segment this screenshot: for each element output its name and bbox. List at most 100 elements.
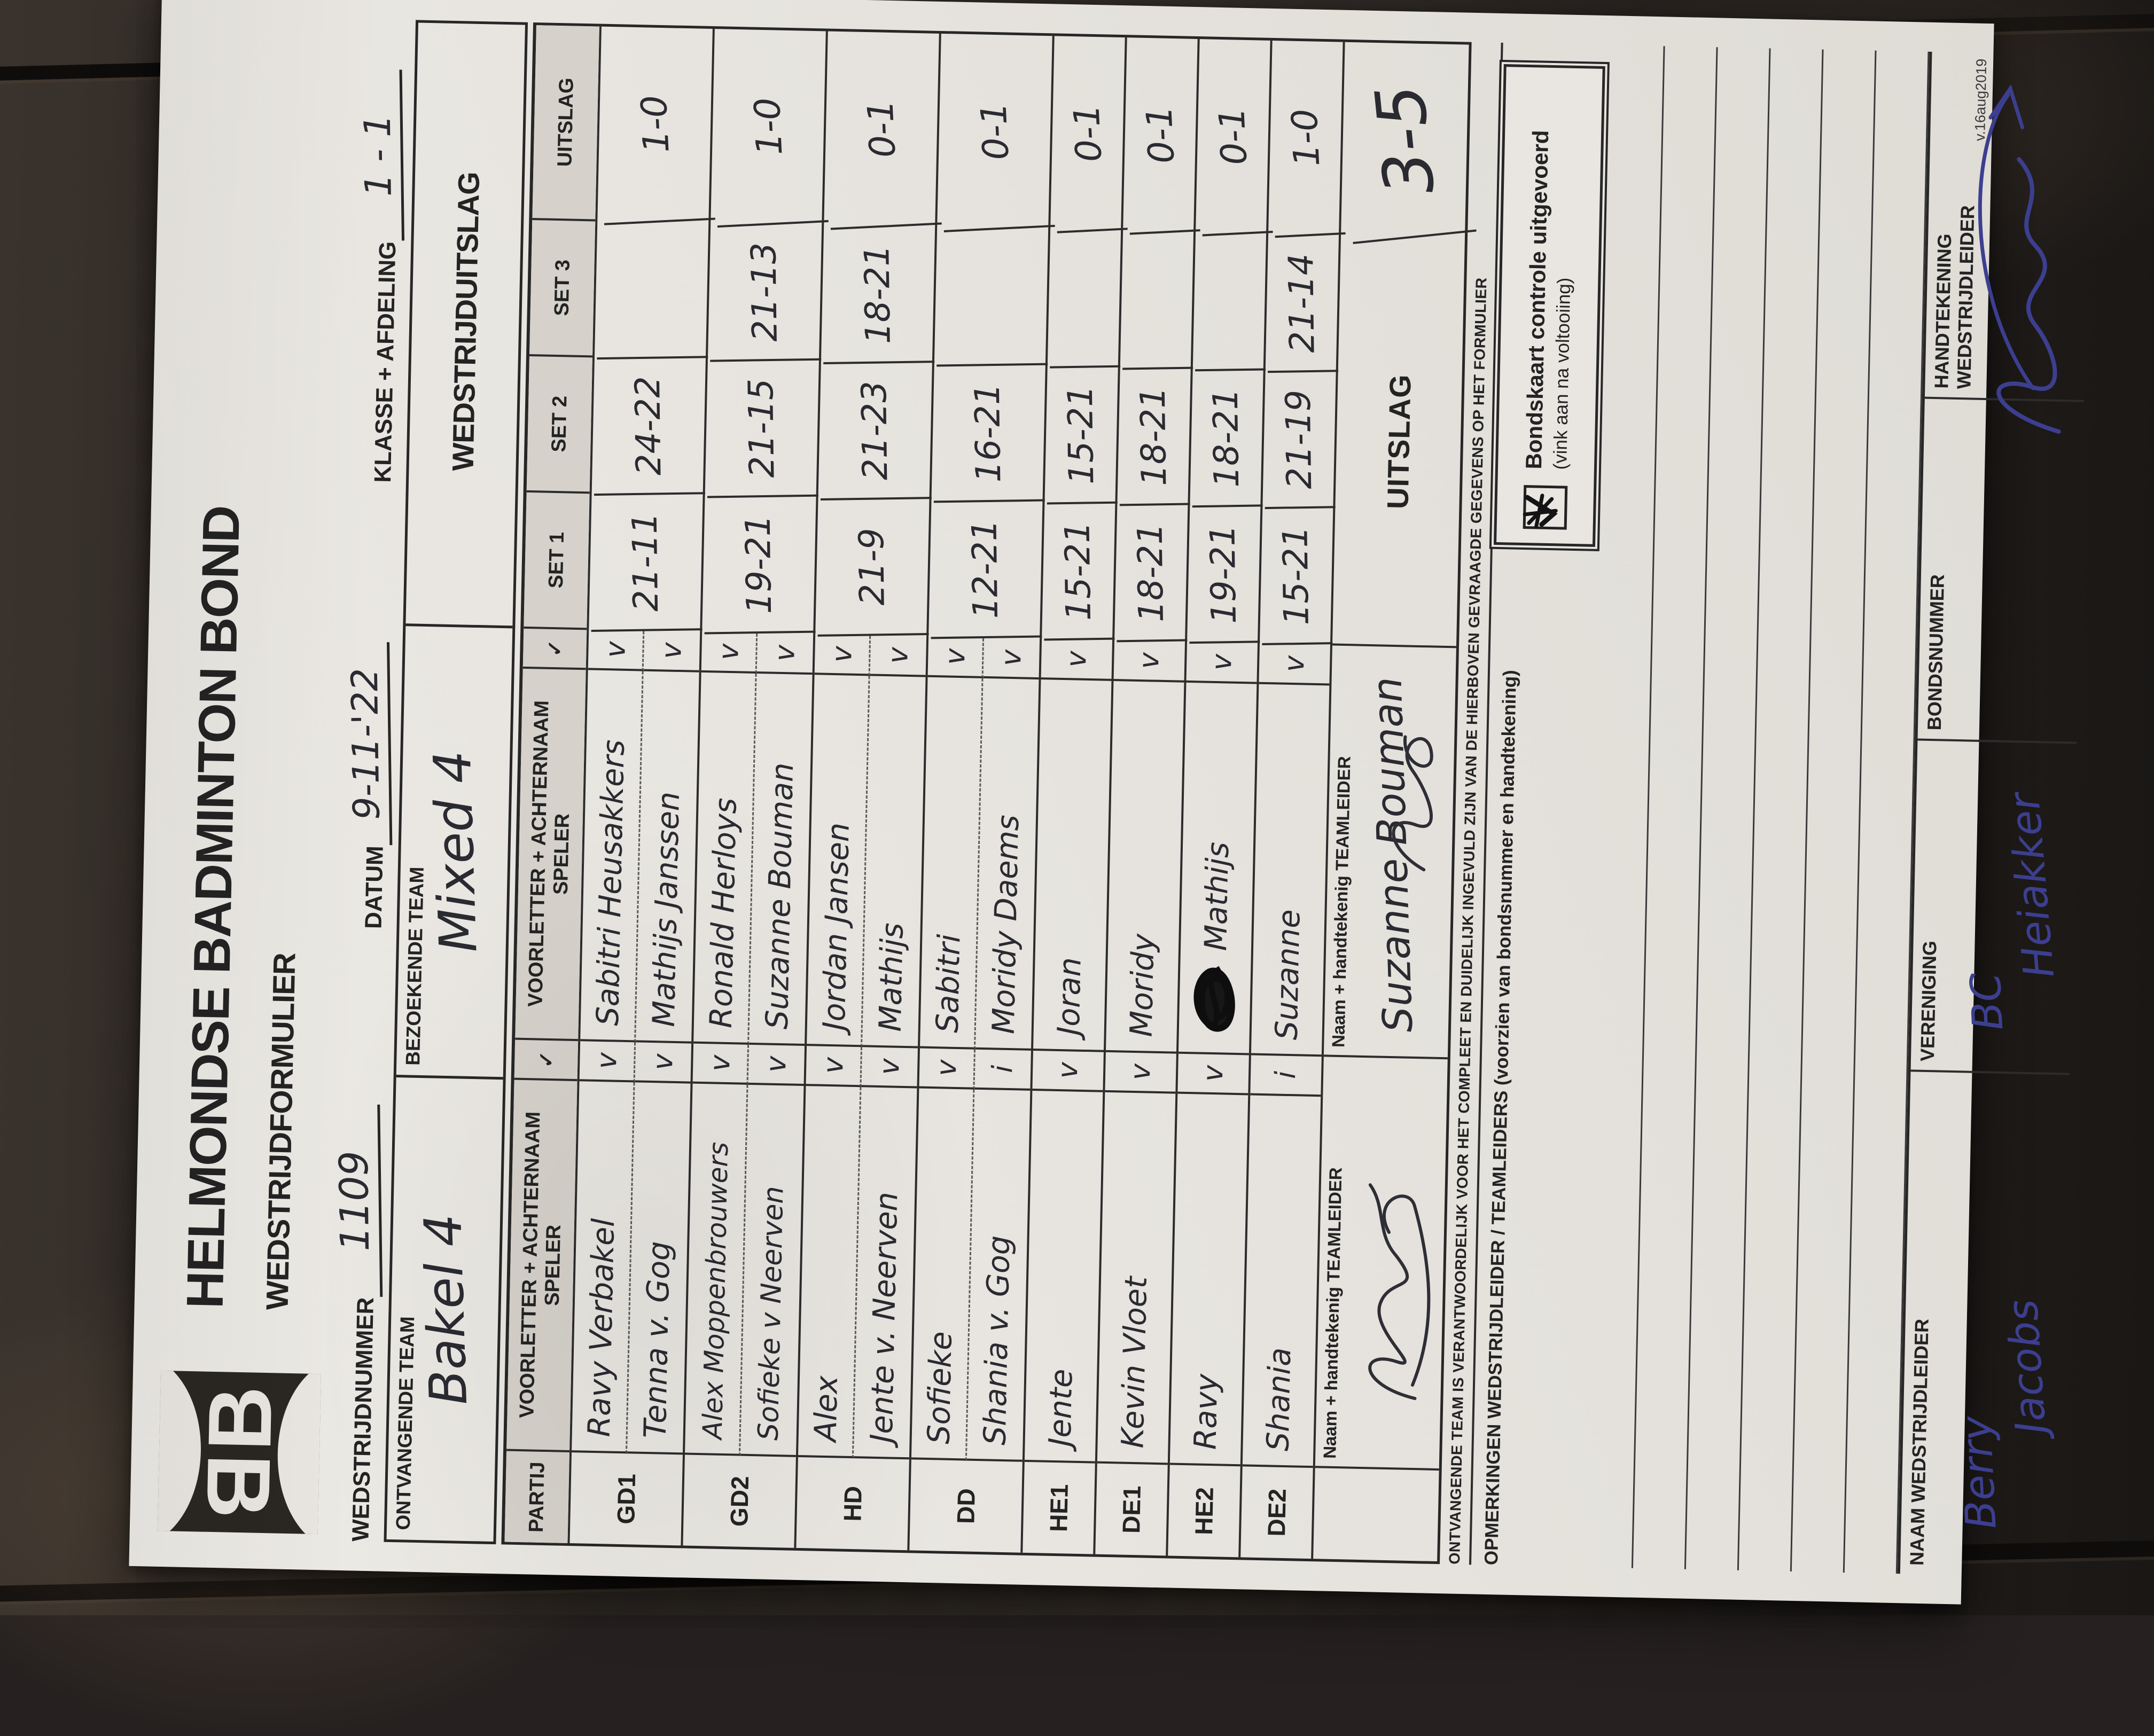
check-mark: v — [1259, 644, 1330, 686]
set2-score: 18-21 — [1118, 369, 1190, 506]
bondsnummer-label: BONDSNUMMER — [1923, 574, 1948, 731]
bondskaart-checkbox — [1523, 484, 1568, 530]
set2-score: 16-21 — [932, 365, 1045, 503]
away-player: Jordan Jansen — [807, 675, 870, 1047]
set3-score — [1193, 234, 1266, 372]
home-player: Alex Moppenbrouwers — [684, 1083, 748, 1456]
home-player: Kevin Vloet — [1097, 1092, 1176, 1465]
set1-score: 19-21 — [1187, 506, 1260, 644]
checkbox-scribble-mark — [1523, 494, 1558, 529]
form-subtitle: WEDSTRIJDFORMULIER — [260, 952, 302, 1311]
set2-score: 18-21 — [1190, 370, 1263, 508]
set3-score: 18-21 — [821, 226, 935, 365]
partij-label: HE1 — [1044, 1483, 1073, 1532]
away-player: Mathijs — [1178, 682, 1257, 1055]
logo-letter-b: B — [189, 1385, 291, 1452]
logo-letters: B B — [158, 1371, 321, 1534]
bondskaart-text: Bondskaart controle uitgevoerd (vink aan… — [1521, 130, 1578, 470]
remarks-ruled-lines — [1580, 45, 1930, 1574]
uitslag-score: 1-0 — [595, 25, 715, 225]
bondskaart-subtitle: (vink aan na voltooiing) — [1549, 277, 1575, 470]
empty-cell — [1313, 1468, 1439, 1561]
check-header-icon: ✓ — [514, 1039, 579, 1082]
teamleider-away-cell: Naam + handtekenig TEAMLEIDER Suzanne Bo… — [1323, 645, 1456, 1060]
klasse-afdeling-value: 1 - 1 — [356, 69, 405, 242]
teamleider-uitslag-row: Naam + handtekenig TEAMLEIDER Naam + han… — [1311, 37, 1477, 1562]
check-mark: v — [579, 1041, 636, 1083]
set3-score: 21-14 — [1266, 236, 1339, 373]
title-block: HELMONDSE BADMINTON BOND WEDSTRIJDFORMUL… — [157, 15, 323, 1311]
set3-score — [934, 229, 1048, 367]
scribbled-out-name — [1193, 966, 1235, 1032]
home-player: Shania — [1242, 1095, 1321, 1468]
check-mark: v — [1032, 1050, 1104, 1092]
set1-score: 15-21 — [1260, 508, 1333, 646]
check-mark: v — [635, 1042, 692, 1084]
vereniging-label: VERENIGING — [1916, 940, 1941, 1062]
check-mark: v — [1105, 1052, 1176, 1094]
check-mark: v — [692, 1043, 750, 1085]
home-player: Jente — [1024, 1090, 1103, 1464]
remarks-section: OPMERKINGEN WEDSTRIJDLEIDER / TEAMLEIDER… — [1469, 42, 1930, 1574]
ontvangende-team-value: Bakel 4 — [412, 1213, 479, 1406]
away-player: Mathijs — [862, 676, 926, 1049]
wedstrijdnummer-value: 1109 — [330, 1104, 383, 1298]
ontvangende-team-label: ONTVANGENDE TEAM — [392, 1316, 419, 1530]
check-mark: v — [806, 1046, 863, 1088]
home-player: Jente v. Neerven — [853, 1087, 917, 1460]
set2-header: SET 2 — [526, 356, 592, 494]
totaal-uitslag-value: 3-5 — [1333, 37, 1477, 244]
teamleider-away-signature — [1392, 735, 1433, 872]
uitslag-score: 1-0 — [1265, 40, 1346, 238]
set3-score — [595, 222, 708, 360]
check-mark: i — [974, 1049, 1031, 1091]
bezoekende-team-value: Mixed 4 — [422, 749, 489, 953]
set1-score: 21-9 — [816, 499, 929, 637]
teamleider-away-label: Naam + handtekenig TEAMLEIDER — [1328, 756, 1354, 1048]
bezoekende-team-box: BEZOEKENDE TEAM Mixed 4 — [396, 626, 513, 1080]
naam-wedstrijdleider-label: NAAM WEDSTRIJDLEIDER — [1906, 1318, 1933, 1566]
check-mark: v — [748, 1044, 805, 1086]
uitslag-score: 0-1 — [821, 29, 942, 230]
set1-score: 21-11 — [589, 494, 703, 632]
check-mark: v — [643, 631, 700, 672]
set3-score: 21-13 — [708, 224, 822, 362]
set3-score — [1120, 232, 1193, 370]
set2-score: 21-15 — [705, 360, 818, 498]
logo-letter-b: B — [188, 1453, 290, 1520]
set2-score: 21-23 — [818, 363, 932, 501]
check-header-icon: ✓ — [522, 628, 587, 670]
check-mark: v — [1177, 1053, 1249, 1096]
check-mark: v — [919, 1048, 975, 1090]
away-player: Mathijs Janssen — [636, 671, 699, 1044]
organisation-title: HELMONDSE BADMINTON BOND — [175, 505, 251, 1309]
form-header: B B HELMONDSE BADMINTON BOND WEDSTRIJDFO… — [152, 15, 354, 1540]
partij-label: GD2 — [725, 1475, 754, 1527]
partij-label: DE2 — [1262, 1488, 1291, 1537]
set2-score: 24-22 — [592, 358, 706, 496]
check-mark: v — [861, 1047, 918, 1089]
partij-label: GD1 — [612, 1473, 641, 1525]
home-speler-header: VOORLETTER + ACHTERNAAM SPELER — [506, 1080, 577, 1452]
set1-score: 19-21 — [703, 496, 816, 635]
home-player: Shania v. Gog — [966, 1089, 1031, 1462]
check-mark: v — [1186, 642, 1258, 684]
partij-label: DD — [951, 1488, 980, 1524]
uitslag-score: 0-1 — [934, 32, 1055, 232]
teamleider-home-cell: Naam + handtekenig TEAMLEIDER — [1315, 1057, 1448, 1471]
away-player: Suzanne — [1251, 684, 1330, 1057]
officials-row: NAAM WEDSTRIJDLEIDER Berry Jacobs VERENI… — [1897, 51, 2091, 1577]
match-row-he2: HE2 Ravy v Mathijs v 19-21 18-21 0-1 — [1166, 38, 1273, 1558]
check-mark: v — [814, 635, 871, 676]
matches-table: PARTIJ VOORLETTER + ACHTERNAAM SPELER ✓ … — [501, 22, 1477, 1565]
away-player: Suzanne Bouman — [749, 674, 813, 1046]
match-form: B B HELMONDSE BADMINTON BOND WEDSTRIJDFO… — [129, 0, 2091, 1605]
home-player: Tenna v. Gog — [627, 1082, 691, 1455]
wedstrijdnummer-label: WEDSTRIJDNUMMER — [347, 1297, 379, 1542]
home-player: Ravy Verbakel — [572, 1081, 635, 1454]
set1-header: SET 1 — [524, 492, 590, 630]
bondskaart-title: Bondskaart controle uitgevoerd — [1520, 130, 1554, 470]
datum-value: 9-11-'22 — [344, 642, 393, 846]
check-mark: v — [701, 632, 758, 674]
home-player: Sofieke v Neerven — [740, 1084, 804, 1457]
